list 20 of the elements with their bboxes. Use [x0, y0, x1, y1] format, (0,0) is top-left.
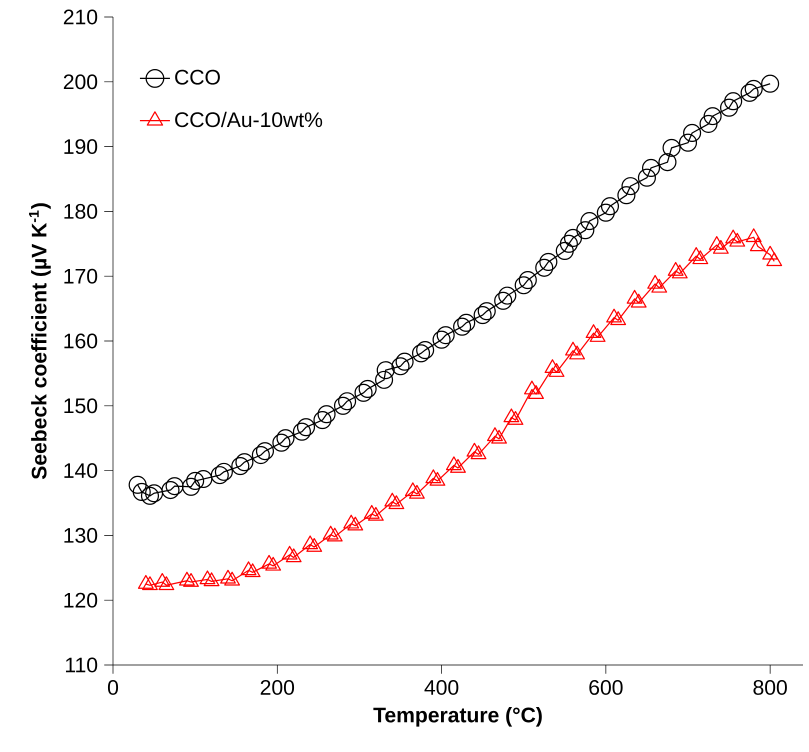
- x-tick-label: 200: [260, 680, 294, 695]
- y-tick-label: 110: [66, 658, 98, 672]
- y-tick-label: 150: [64, 398, 98, 414]
- y-tick-label: 130: [64, 528, 98, 543]
- x-tick-label: 600: [589, 680, 623, 695]
- y-axis-title: Seebeck coefficient (µV K$^{-1}$): [29, 203, 51, 480]
- legend-label: CCO/Au-10wt%: [175, 112, 322, 128]
- x-tick-label: 800: [753, 680, 787, 695]
- y-tick-label: 160: [64, 334, 98, 348]
- y-tick-label: 190: [64, 139, 98, 154]
- y-tick-label: 210: [64, 10, 98, 24]
- y-tick-label: 170: [64, 268, 98, 284]
- y-tick-label: 120: [64, 592, 98, 608]
- x-axis-title: Temperature (°C): [373, 706, 542, 727]
- y-tick-label: 180: [64, 204, 98, 219]
- x-tick-label: 400: [424, 680, 458, 695]
- y-tick-label: 140: [64, 463, 98, 478]
- x-tick-label: 0: [108, 680, 118, 695]
- legend-label: CCO: [175, 70, 220, 85]
- y-tick-label: 200: [64, 74, 98, 90]
